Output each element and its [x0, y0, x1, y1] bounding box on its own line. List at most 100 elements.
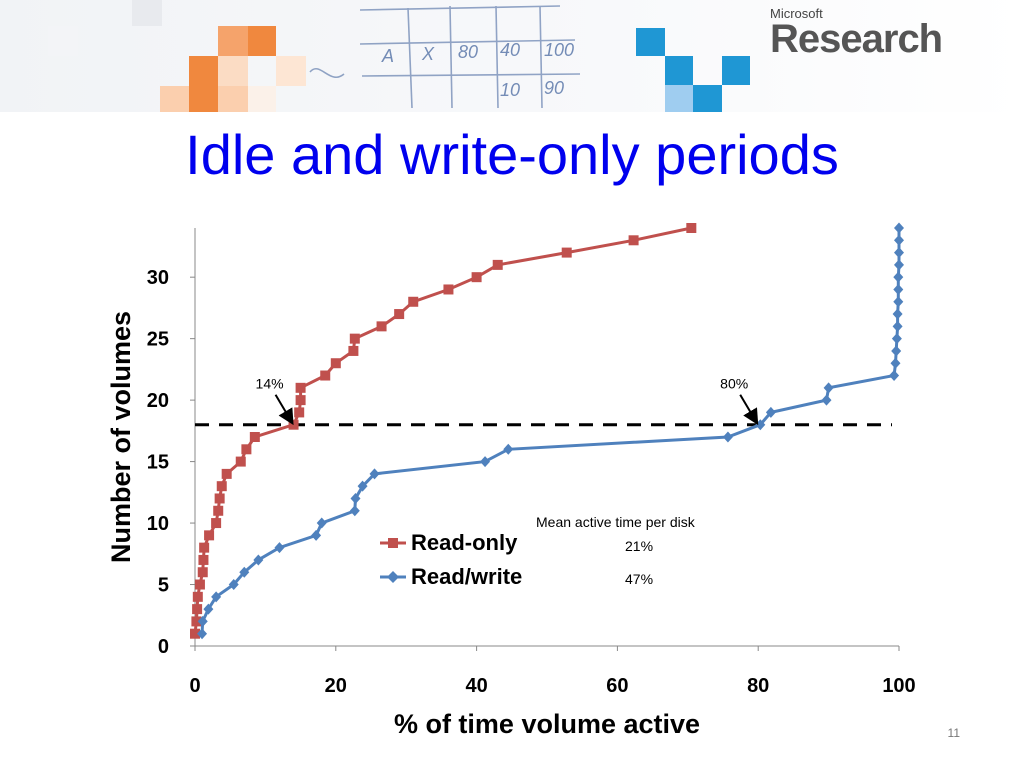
data-point: [349, 333, 360, 344]
data-point: [376, 321, 387, 332]
blue-square: [693, 85, 722, 112]
annotation-label: 14%: [256, 376, 284, 392]
sketch-text: X: [421, 44, 435, 64]
data-point: [204, 530, 215, 541]
data-point: [316, 517, 327, 529]
annotation-arrow: [739, 394, 759, 426]
data-point: [893, 283, 904, 295]
orange-square: [218, 26, 248, 56]
data-point: [892, 308, 903, 320]
y-axis-title: Number of volumes: [106, 311, 136, 563]
data-point: [192, 604, 203, 615]
x-tick-label: 60: [606, 675, 628, 697]
data-point: [311, 529, 322, 541]
data-point: [330, 358, 341, 369]
orange-square: [160, 86, 189, 112]
logo-bottom-text: Research: [770, 17, 943, 61]
data-point: [194, 579, 205, 590]
data-point: [214, 493, 225, 504]
legend-label-read-only: Read-only: [411, 530, 518, 555]
data-point: [894, 247, 904, 259]
data-point: [894, 259, 904, 271]
series-line-read-write: [200, 228, 901, 634]
data-point: [765, 406, 776, 418]
x-tick-label: 20: [325, 675, 347, 697]
orange-square: [248, 26, 276, 56]
legend-header: Mean active time per disk: [536, 514, 696, 530]
blue-square: [665, 56, 693, 85]
data-point: [199, 542, 210, 553]
data-point: [192, 591, 203, 602]
legend-marker-read-only: [388, 538, 398, 548]
data-point: [235, 456, 246, 467]
data-point: [561, 247, 572, 258]
data-point: [294, 407, 305, 418]
x-tick-label: 80: [747, 675, 769, 697]
data-point: [197, 628, 208, 640]
blue-square: [636, 28, 665, 56]
legend-label-read-write: Read/write: [411, 564, 522, 589]
y-tick-label: 15: [147, 452, 169, 474]
data-point: [357, 480, 368, 492]
orange-square: [248, 86, 276, 112]
data-point: [349, 505, 360, 517]
y-tick-label: 10: [147, 513, 169, 535]
data-point: [503, 443, 514, 455]
y-tick-label: 0: [158, 636, 169, 658]
data-point: [213, 505, 224, 516]
orange-square: [48, 26, 78, 56]
data-point: [889, 370, 900, 382]
data-point: [893, 296, 904, 308]
orange-square: [218, 56, 248, 86]
x-tick-label: 100: [882, 675, 915, 697]
data-point: [295, 382, 306, 393]
data-point: [891, 333, 902, 345]
orange-square: [132, 0, 162, 26]
sketch-text: A: [381, 46, 394, 66]
data-point: [191, 616, 202, 627]
blue-square: [722, 56, 750, 85]
data-point: [894, 234, 904, 246]
data-point: [197, 615, 208, 627]
data-point: [211, 591, 222, 603]
blue-square: [665, 85, 693, 112]
data-point: [350, 492, 361, 504]
data-point: [241, 444, 252, 455]
y-tick-label: 25: [147, 329, 169, 351]
data-point: [211, 518, 222, 529]
data-point: [249, 432, 260, 442]
microsoft-research-logo: Microsoft Research: [770, 6, 943, 62]
legend-mean-read-write: 47%: [625, 571, 653, 587]
x-tick-label: 40: [465, 675, 487, 697]
data-point: [722, 431, 733, 443]
x-tick-label: 0: [189, 675, 200, 697]
orange-square: [189, 86, 218, 112]
y-tick-label: 30: [147, 267, 169, 289]
x-axis-title: % of time volume active: [394, 709, 700, 739]
data-point: [893, 271, 904, 283]
data-point: [394, 309, 405, 320]
data-point: [443, 284, 454, 295]
data-point: [891, 345, 902, 357]
orange-square: [189, 56, 218, 86]
data-point: [892, 320, 903, 332]
slide-number: 11: [947, 726, 960, 740]
data-point: [288, 419, 299, 430]
legend-marker-read-write: [387, 571, 399, 583]
data-point: [480, 456, 491, 468]
data-point: [253, 554, 264, 566]
legend-mean-read-only: 21%: [625, 538, 653, 554]
y-tick-label: 5: [158, 575, 169, 597]
header-banner: A X 80 40 100 10 90 Microsoft Research: [0, 0, 1024, 112]
data-point: [823, 382, 834, 394]
data-point: [628, 235, 639, 246]
data-point: [221, 468, 232, 479]
data-point: [320, 370, 331, 381]
data-point: [492, 259, 503, 270]
annotation-label: 80%: [720, 376, 748, 392]
y-tick-label: 20: [147, 390, 169, 412]
data-point: [203, 603, 214, 615]
sketch-text: 40: [500, 40, 520, 60]
orange-square: [218, 86, 248, 112]
